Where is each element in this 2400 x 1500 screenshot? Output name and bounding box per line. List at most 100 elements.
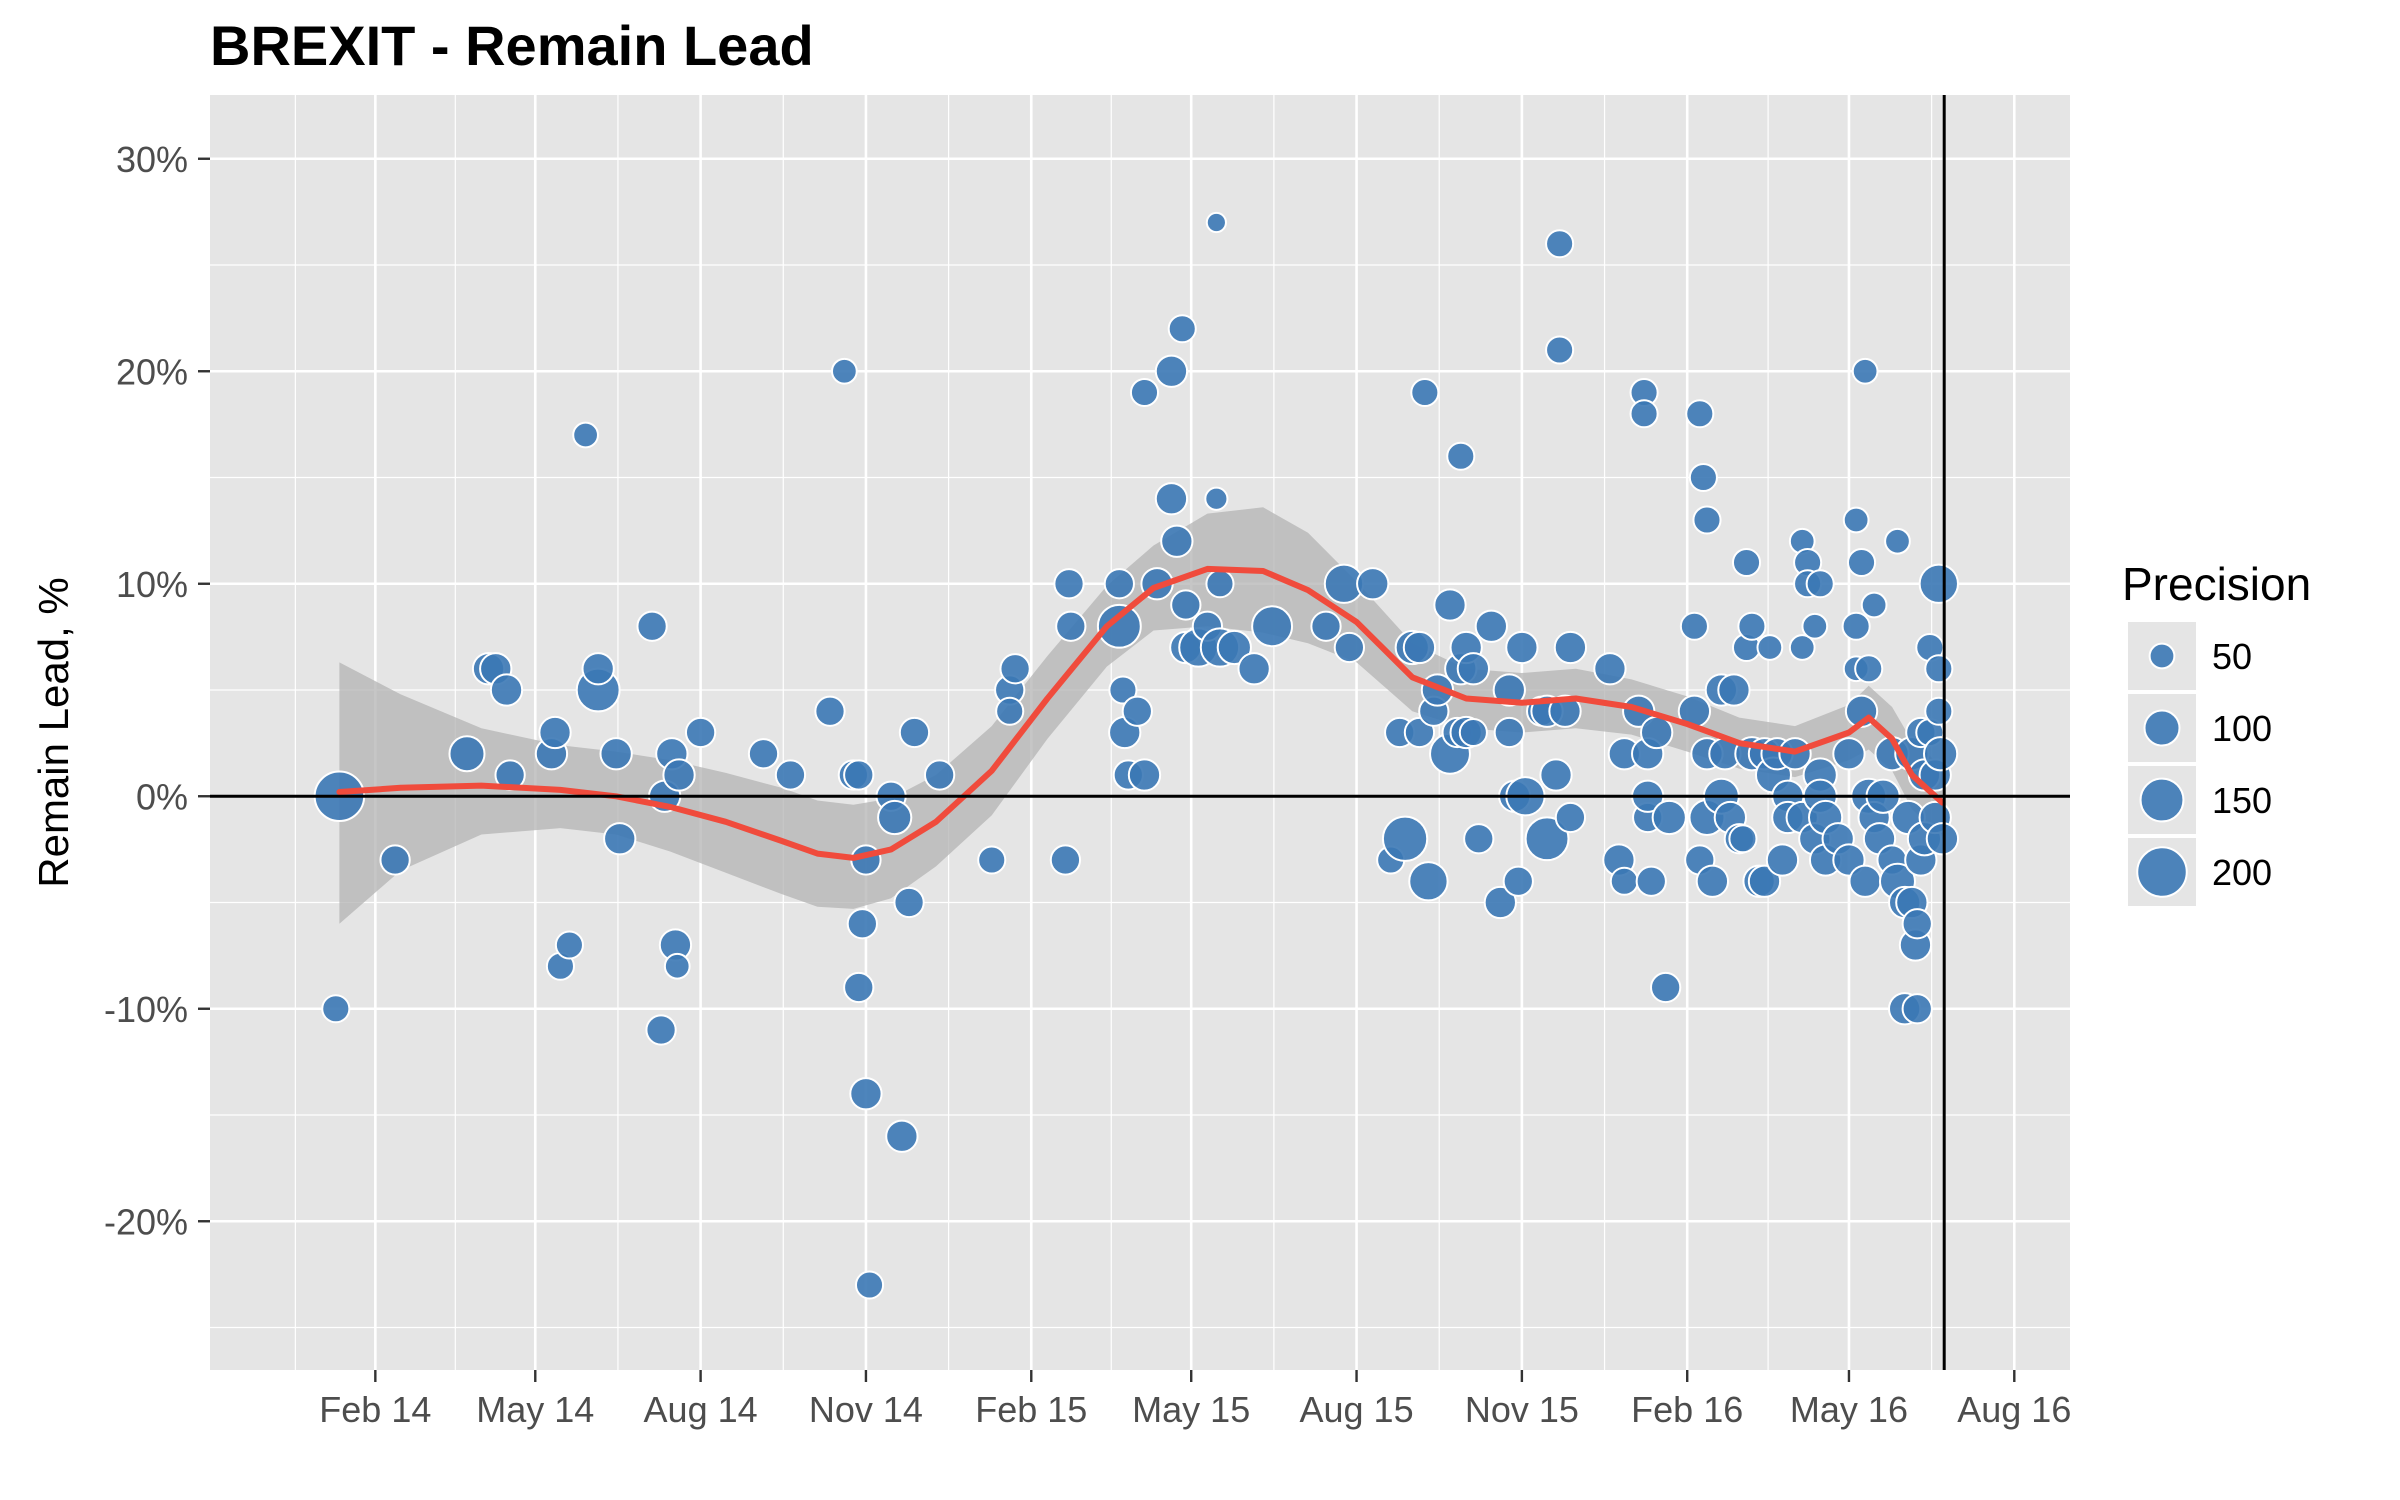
data-point xyxy=(1121,695,1153,727)
data-point xyxy=(1483,885,1517,920)
data-point xyxy=(1154,482,1189,516)
data-point xyxy=(843,759,875,791)
data-point xyxy=(554,930,584,960)
legend-label: 200 xyxy=(2212,852,2272,893)
data-point xyxy=(1170,589,1202,621)
data-point xyxy=(1901,908,1933,940)
data-point xyxy=(379,844,411,876)
y-tick-label: 10% xyxy=(116,564,188,605)
data-point xyxy=(1848,864,1882,898)
data-point xyxy=(1539,758,1573,792)
data-point xyxy=(846,908,878,940)
data-point xyxy=(1593,652,1627,686)
data-point xyxy=(1167,314,1197,344)
data-point xyxy=(1695,864,1730,898)
data-point xyxy=(1747,864,1782,898)
data-point xyxy=(645,1014,677,1046)
data-point xyxy=(489,673,524,707)
data-point xyxy=(538,715,572,750)
data-point xyxy=(831,357,858,385)
data-point xyxy=(1924,654,1954,684)
data-point xyxy=(1216,629,1252,666)
data-point xyxy=(1127,758,1162,792)
data-point xyxy=(1548,694,1582,728)
data-point xyxy=(1096,603,1142,649)
data-point xyxy=(849,1077,883,1111)
data-point xyxy=(1545,229,1575,259)
data-point xyxy=(1924,696,1954,726)
data-point xyxy=(663,952,691,980)
data-point xyxy=(1129,377,1160,408)
data-point xyxy=(1545,335,1575,365)
data-point xyxy=(662,758,696,792)
data-point xyxy=(1251,605,1294,648)
data-point xyxy=(1463,823,1495,855)
data-point xyxy=(636,610,668,642)
data-point xyxy=(1410,377,1440,408)
data-point xyxy=(1629,399,1659,429)
data-point xyxy=(1728,824,1758,854)
data-point xyxy=(1756,634,1784,661)
data-point xyxy=(1381,815,1429,862)
data-point xyxy=(923,759,956,791)
data-point xyxy=(1679,611,1709,641)
x-tick-label: Nov 15 xyxy=(1465,1389,1579,1430)
data-point xyxy=(1524,816,1570,862)
data-point xyxy=(977,845,1007,875)
data-point xyxy=(1851,357,1879,385)
data-point xyxy=(1160,524,1194,558)
data-point xyxy=(1901,993,1933,1025)
data-point xyxy=(1651,799,1687,836)
x-tick-label: Nov 14 xyxy=(809,1389,923,1430)
data-point xyxy=(995,696,1025,726)
data-point xyxy=(1717,673,1751,707)
data-point xyxy=(1854,654,1884,684)
y-tick-label: 0% xyxy=(136,776,188,817)
data-point xyxy=(1103,568,1135,600)
legend-keys: 50 100 150 200 xyxy=(2128,622,2272,906)
x-tick-label: Feb 14 xyxy=(319,1389,431,1430)
x-tick-label: May 14 xyxy=(476,1389,594,1430)
legend-key-circle xyxy=(2139,777,2185,823)
data-point xyxy=(1918,563,1959,604)
data-point xyxy=(1474,609,1508,643)
data-point xyxy=(1635,865,1667,897)
data-point xyxy=(898,716,931,749)
data-point xyxy=(1310,610,1342,642)
data-point xyxy=(1805,569,1835,599)
data-point xyxy=(1925,822,1960,856)
data-point xyxy=(877,799,913,836)
legend-label: 100 xyxy=(2212,708,2272,749)
data-point xyxy=(843,971,875,1004)
data-point xyxy=(893,886,925,919)
data-point xyxy=(572,421,599,449)
data-point xyxy=(1456,652,1491,686)
data-point xyxy=(1356,567,1390,601)
data-point xyxy=(1640,715,1674,750)
data-point xyxy=(1502,865,1534,897)
y-tick-label: -20% xyxy=(104,1201,188,1242)
data-point xyxy=(1650,971,1682,1004)
y-axis-ticks: 30% 20% 10% 0% -10% -20% xyxy=(104,139,210,1242)
y-tick-label: 30% xyxy=(116,139,188,180)
data-point xyxy=(774,759,807,791)
data-point xyxy=(885,1119,919,1153)
legend-title: Precision xyxy=(2122,558,2311,610)
data-point xyxy=(1731,547,1762,578)
x-axis-ticks: Feb 14 May 14 Aug 14 Nov 14 Feb 15 May 15 Aug … xyxy=(319,1370,2071,1430)
data-point xyxy=(581,652,615,686)
data-point xyxy=(1237,652,1271,686)
data-point xyxy=(1765,843,1800,877)
data-point xyxy=(448,735,486,773)
x-tick-label: Aug 15 xyxy=(1299,1389,1413,1430)
legend: Precision 50 100 150 200 xyxy=(2122,558,2311,906)
x-tick-label: May 16 xyxy=(1790,1389,1908,1430)
data-point xyxy=(1685,399,1715,429)
x-tick-label: Aug 14 xyxy=(644,1389,758,1430)
legend-key-circle xyxy=(2143,709,2181,747)
data-point xyxy=(1055,610,1087,642)
smooth-trend-line xyxy=(336,565,1946,861)
data-point xyxy=(1801,612,1829,640)
data-point xyxy=(1553,630,1588,665)
